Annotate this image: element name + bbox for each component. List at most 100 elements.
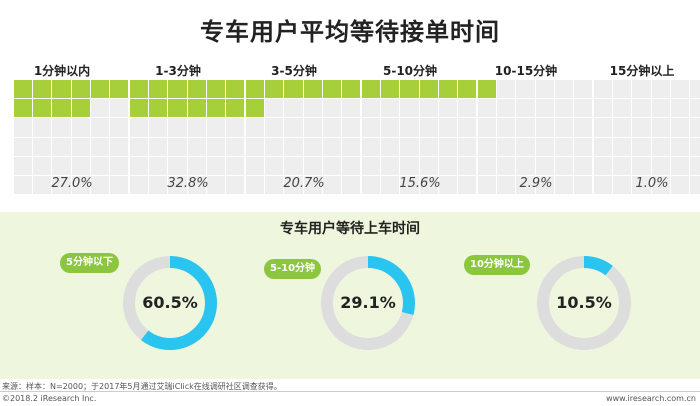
category-pill: 5-10分钟	[264, 259, 322, 279]
waffle-cell-empty	[400, 156, 419, 175]
waffle-grid	[130, 80, 245, 195]
waffle-cell-empty	[90, 118, 109, 137]
waffle-cell-empty	[90, 176, 109, 195]
waffle-cell-empty	[130, 118, 149, 137]
value-label: 27.0%	[51, 176, 93, 191]
waffle-cell-empty	[535, 176, 554, 195]
waffle-cell-empty	[419, 176, 438, 195]
footer-copyright: ©2018.2 iResearch Inc.	[2, 394, 97, 403]
waffle-cell-filled	[226, 99, 245, 118]
waffle-cell-empty	[14, 118, 33, 137]
waffle-cell-empty	[381, 118, 400, 137]
waffle-cell-filled	[419, 80, 438, 99]
waffle-cell-empty	[187, 137, 206, 156]
waffle-cell-empty	[613, 137, 632, 156]
value-label: 1.0%	[635, 176, 669, 191]
waffle-cell-empty	[381, 137, 400, 156]
value-label: 32.8%	[167, 176, 209, 191]
waffle-cell-filled	[246, 80, 265, 99]
waffle-cell-filled	[33, 80, 52, 99]
waffle-cell-empty	[226, 137, 245, 156]
waffle-cell-empty	[535, 137, 554, 156]
waffle-cell-empty	[670, 99, 689, 118]
waffle-cell-empty	[594, 80, 613, 99]
waffle-cell-empty	[535, 80, 554, 99]
waffle-cell-empty	[574, 118, 593, 137]
category-label: 15分钟以上	[609, 64, 675, 78]
waffle-cell-empty	[690, 176, 700, 195]
waffle-cell-empty	[438, 137, 457, 156]
waffle-cell-empty	[362, 156, 381, 175]
waffle-cell-empty	[419, 156, 438, 175]
waffle-cell-empty	[535, 99, 554, 118]
donut-chart-title: 专车用户等待上车时间	[280, 221, 420, 237]
waffle-cell-empty	[690, 80, 700, 99]
waffle-cell-empty	[206, 118, 225, 137]
waffle-cell-empty	[458, 99, 477, 118]
waffle-cell-empty	[52, 156, 71, 175]
waffle-cell-empty	[574, 80, 593, 99]
waffle-cell-filled	[187, 99, 206, 118]
waffle-cell-empty	[226, 156, 245, 175]
waffle-cell-empty	[594, 137, 613, 156]
waffle-cell-empty	[342, 156, 361, 175]
waffle-cell-empty	[130, 137, 149, 156]
waffle-cell-filled	[206, 99, 225, 118]
waffle-cell-empty	[574, 156, 593, 175]
waffle-cell-empty	[478, 99, 497, 118]
waffle-cell-empty	[554, 99, 573, 118]
waffle-cell-empty	[110, 137, 129, 156]
waffle-cell-empty	[206, 156, 225, 175]
waffle-cell-empty	[632, 156, 651, 175]
waffle-cell-empty	[419, 118, 438, 137]
waffle-cell-empty	[651, 118, 670, 137]
waffle-cell-empty	[33, 176, 52, 195]
waffle-cell-empty	[554, 156, 573, 175]
waffle-cell-empty	[246, 176, 265, 195]
donut-arc	[537, 256, 631, 350]
waffle-cell-filled	[362, 80, 381, 99]
waffle-cell-empty	[90, 99, 109, 118]
waffle-cell-empty	[303, 99, 322, 118]
waffle-cell-empty	[574, 176, 593, 195]
waffle-cell-empty	[632, 176, 651, 195]
waffle-cell-empty	[265, 176, 284, 195]
waffle-cell-empty	[458, 156, 477, 175]
waffle-cell-filled	[149, 99, 168, 118]
waffle-cell-empty	[149, 118, 168, 137]
waffle-cell-empty	[554, 176, 573, 195]
waffle-cell-empty	[187, 118, 206, 137]
waffle-cell-filled	[322, 80, 341, 99]
category-label: 1分钟以内	[33, 64, 91, 78]
waffle-cell-empty	[168, 137, 187, 156]
waffle-cell-filled	[168, 99, 187, 118]
waffle-cell-filled	[381, 80, 400, 99]
waffle-cell-empty	[71, 137, 90, 156]
waffle-cell-filled	[400, 80, 419, 99]
waffle-cell-empty	[130, 156, 149, 175]
waffle-cell-empty	[690, 99, 700, 118]
waffle-cell-empty	[400, 118, 419, 137]
value-label: 2.9%	[519, 176, 553, 191]
donut-arc	[123, 256, 217, 350]
waffle-cell-filled	[90, 80, 109, 99]
waffle-cell-empty	[613, 118, 632, 137]
waffle-cell-empty	[322, 176, 341, 195]
waffle-cell-empty	[303, 118, 322, 137]
waffle-cell-empty	[71, 118, 90, 137]
waffle-cell-empty	[71, 156, 90, 175]
waffle-cell-empty	[246, 156, 265, 175]
waffle-cell-empty	[342, 176, 361, 195]
waffle-cell-empty	[206, 176, 225, 195]
donut-value-label: 29.1%	[340, 293, 396, 312]
waffle-cell-filled	[187, 80, 206, 99]
waffle-cell-empty	[419, 99, 438, 118]
waffle-cell-empty	[497, 156, 516, 175]
waffle-cell-empty	[594, 118, 613, 137]
waffle-cell-empty	[651, 80, 670, 99]
waffle-cell-empty	[497, 99, 516, 118]
waffle-cell-empty	[303, 137, 322, 156]
waffle-cell-empty	[265, 99, 284, 118]
waffle-cell-empty	[554, 137, 573, 156]
waffle-cell-empty	[438, 176, 457, 195]
